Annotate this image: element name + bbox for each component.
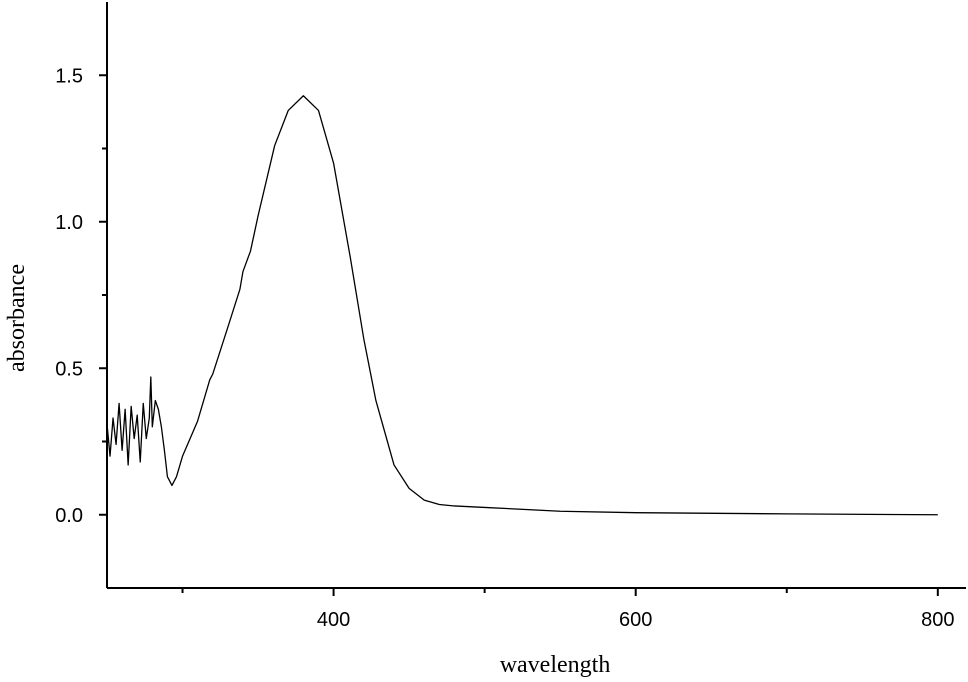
y-tick-label: 0.0 — [55, 505, 83, 527]
y-tick-label: 0.5 — [55, 358, 83, 380]
x-tick-label: 600 — [619, 609, 652, 631]
x-axis-label: wavelength — [500, 652, 611, 678]
data-line — [106, 95, 938, 516]
y-axis-label: absorbance — [4, 264, 30, 372]
y-tick-label: 1.0 — [55, 212, 83, 234]
x-tick-label: 400 — [317, 609, 350, 631]
y-tick-label: 1.5 — [55, 65, 83, 87]
x-tick-label: 800 — [921, 609, 954, 631]
